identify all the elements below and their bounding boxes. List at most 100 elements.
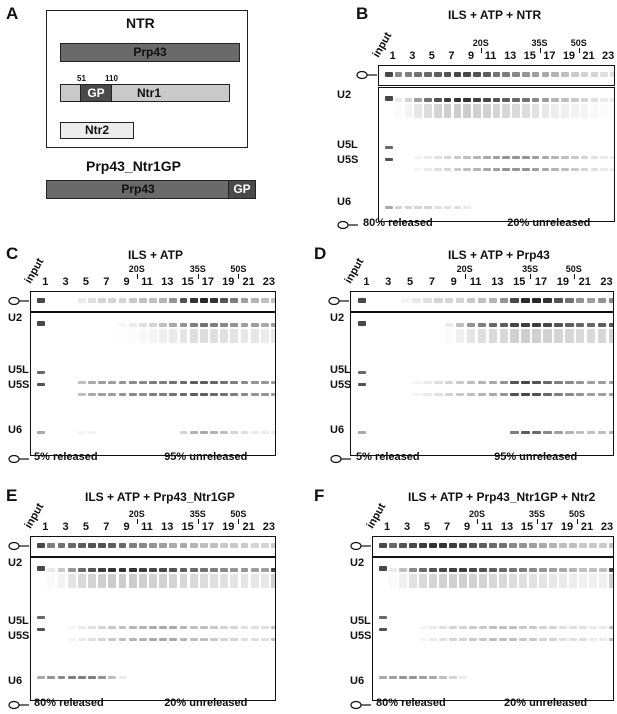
u2-band	[463, 98, 471, 102]
lariat-band	[510, 298, 519, 303]
u5l-band	[610, 156, 614, 159]
u2-band	[521, 323, 530, 327]
u2-smear	[399, 574, 407, 588]
u5s-band	[455, 393, 465, 396]
u2-band	[586, 323, 596, 327]
panel-c-lane-15: 15	[181, 276, 194, 288]
u5l-band	[608, 381, 613, 384]
u2-smear	[482, 104, 491, 118]
u2-smear	[250, 574, 259, 588]
u2-smear	[433, 104, 442, 118]
u2-band	[414, 98, 422, 102]
input-u6-band	[384, 206, 393, 209]
panel-d-marker-35s: 35S	[522, 264, 539, 274]
u6-band	[399, 676, 407, 679]
panel-d-lane-15: 15	[513, 276, 526, 288]
lariat-band	[532, 298, 541, 303]
panel-f-lane-19: 19	[560, 521, 574, 533]
u5s-band	[531, 168, 540, 171]
u5s-band	[434, 393, 443, 396]
u2-band	[575, 323, 585, 327]
u2-smear	[463, 104, 471, 118]
u2-band	[98, 568, 107, 572]
u5s-band	[98, 393, 107, 396]
u2-band	[138, 568, 147, 572]
u5s-band	[543, 393, 552, 396]
lariat-band	[250, 543, 259, 548]
panel-c-lane-5: 5	[82, 276, 89, 288]
pos-110-label: 110	[105, 74, 118, 83]
u5l-band	[492, 156, 501, 159]
u5l-band	[463, 156, 471, 159]
panel-e-snrna-gel	[30, 557, 276, 701]
u2-band	[220, 323, 229, 327]
u2-smear	[590, 104, 599, 118]
u2-band	[600, 98, 608, 102]
u6-band	[433, 206, 442, 209]
u2-smear	[240, 574, 249, 588]
u5l-band	[67, 626, 76, 629]
u5s-band	[586, 393, 596, 396]
panel-e-marker-arrow	[197, 519, 199, 524]
lariat-band	[439, 543, 447, 548]
u2-band	[559, 568, 567, 572]
panel-b-unreleased: 20% unreleased	[507, 217, 591, 229]
u2-band	[482, 98, 491, 102]
panel-d-marker-arrow	[464, 274, 466, 279]
u5l-band	[240, 381, 249, 384]
u5l-band	[590, 156, 599, 159]
lariat-band	[549, 543, 557, 548]
u2-band	[179, 323, 188, 327]
u5l-band	[589, 626, 597, 629]
u5l-band	[159, 381, 168, 384]
u5s-band	[67, 638, 76, 641]
u2-band	[88, 568, 96, 572]
panel-b-lariat-gel	[378, 65, 615, 86]
u2-smear	[522, 104, 530, 118]
panel-c-snrna-gel	[30, 312, 276, 456]
u2-smear	[453, 104, 462, 118]
u2-smear	[509, 574, 517, 588]
u5l-band	[609, 626, 613, 629]
u5l-band	[77, 381, 86, 384]
u5l-band	[128, 626, 137, 629]
u2-smear	[549, 574, 557, 588]
input-u6-band	[357, 431, 367, 434]
panel-f-marker-50s: 50S	[568, 509, 585, 519]
lariat-band	[488, 298, 498, 303]
lariat-band	[389, 543, 397, 548]
u2-band	[189, 568, 198, 572]
u5s-band	[210, 638, 218, 641]
panel-c-lane-17: 17	[201, 276, 215, 288]
u5l-band	[459, 626, 467, 629]
u2-band	[543, 323, 552, 327]
pos-51-label: 51	[77, 74, 86, 83]
lariat-band	[571, 72, 579, 77]
u5s-band	[128, 638, 137, 641]
lariat-band	[459, 543, 467, 548]
u5s-band	[271, 393, 275, 396]
u2-band	[561, 98, 569, 102]
u2-band	[531, 98, 540, 102]
u2-smear	[271, 329, 275, 343]
u2-band	[108, 568, 117, 572]
lariat-band	[271, 298, 275, 303]
input-u2-band	[384, 96, 393, 101]
u2-band	[210, 323, 218, 327]
panel-d-marker-50s: 50S	[565, 264, 582, 274]
panel-d-marker-20s: 20S	[456, 264, 473, 274]
u2-band	[260, 323, 269, 327]
lariat-band	[88, 543, 96, 548]
lariat-band	[419, 543, 427, 548]
u5s-band	[138, 393, 147, 396]
lariat-band	[502, 72, 511, 77]
u2-smear	[455, 329, 465, 343]
u5s-band	[569, 638, 577, 641]
u2-band	[597, 323, 607, 327]
u2-smear	[88, 574, 96, 588]
lariat-band	[271, 543, 275, 548]
lariat-band	[412, 298, 421, 303]
panel-d-lane-19: 19	[556, 276, 569, 288]
u2-smear	[128, 574, 137, 588]
u5s-band	[199, 393, 208, 396]
